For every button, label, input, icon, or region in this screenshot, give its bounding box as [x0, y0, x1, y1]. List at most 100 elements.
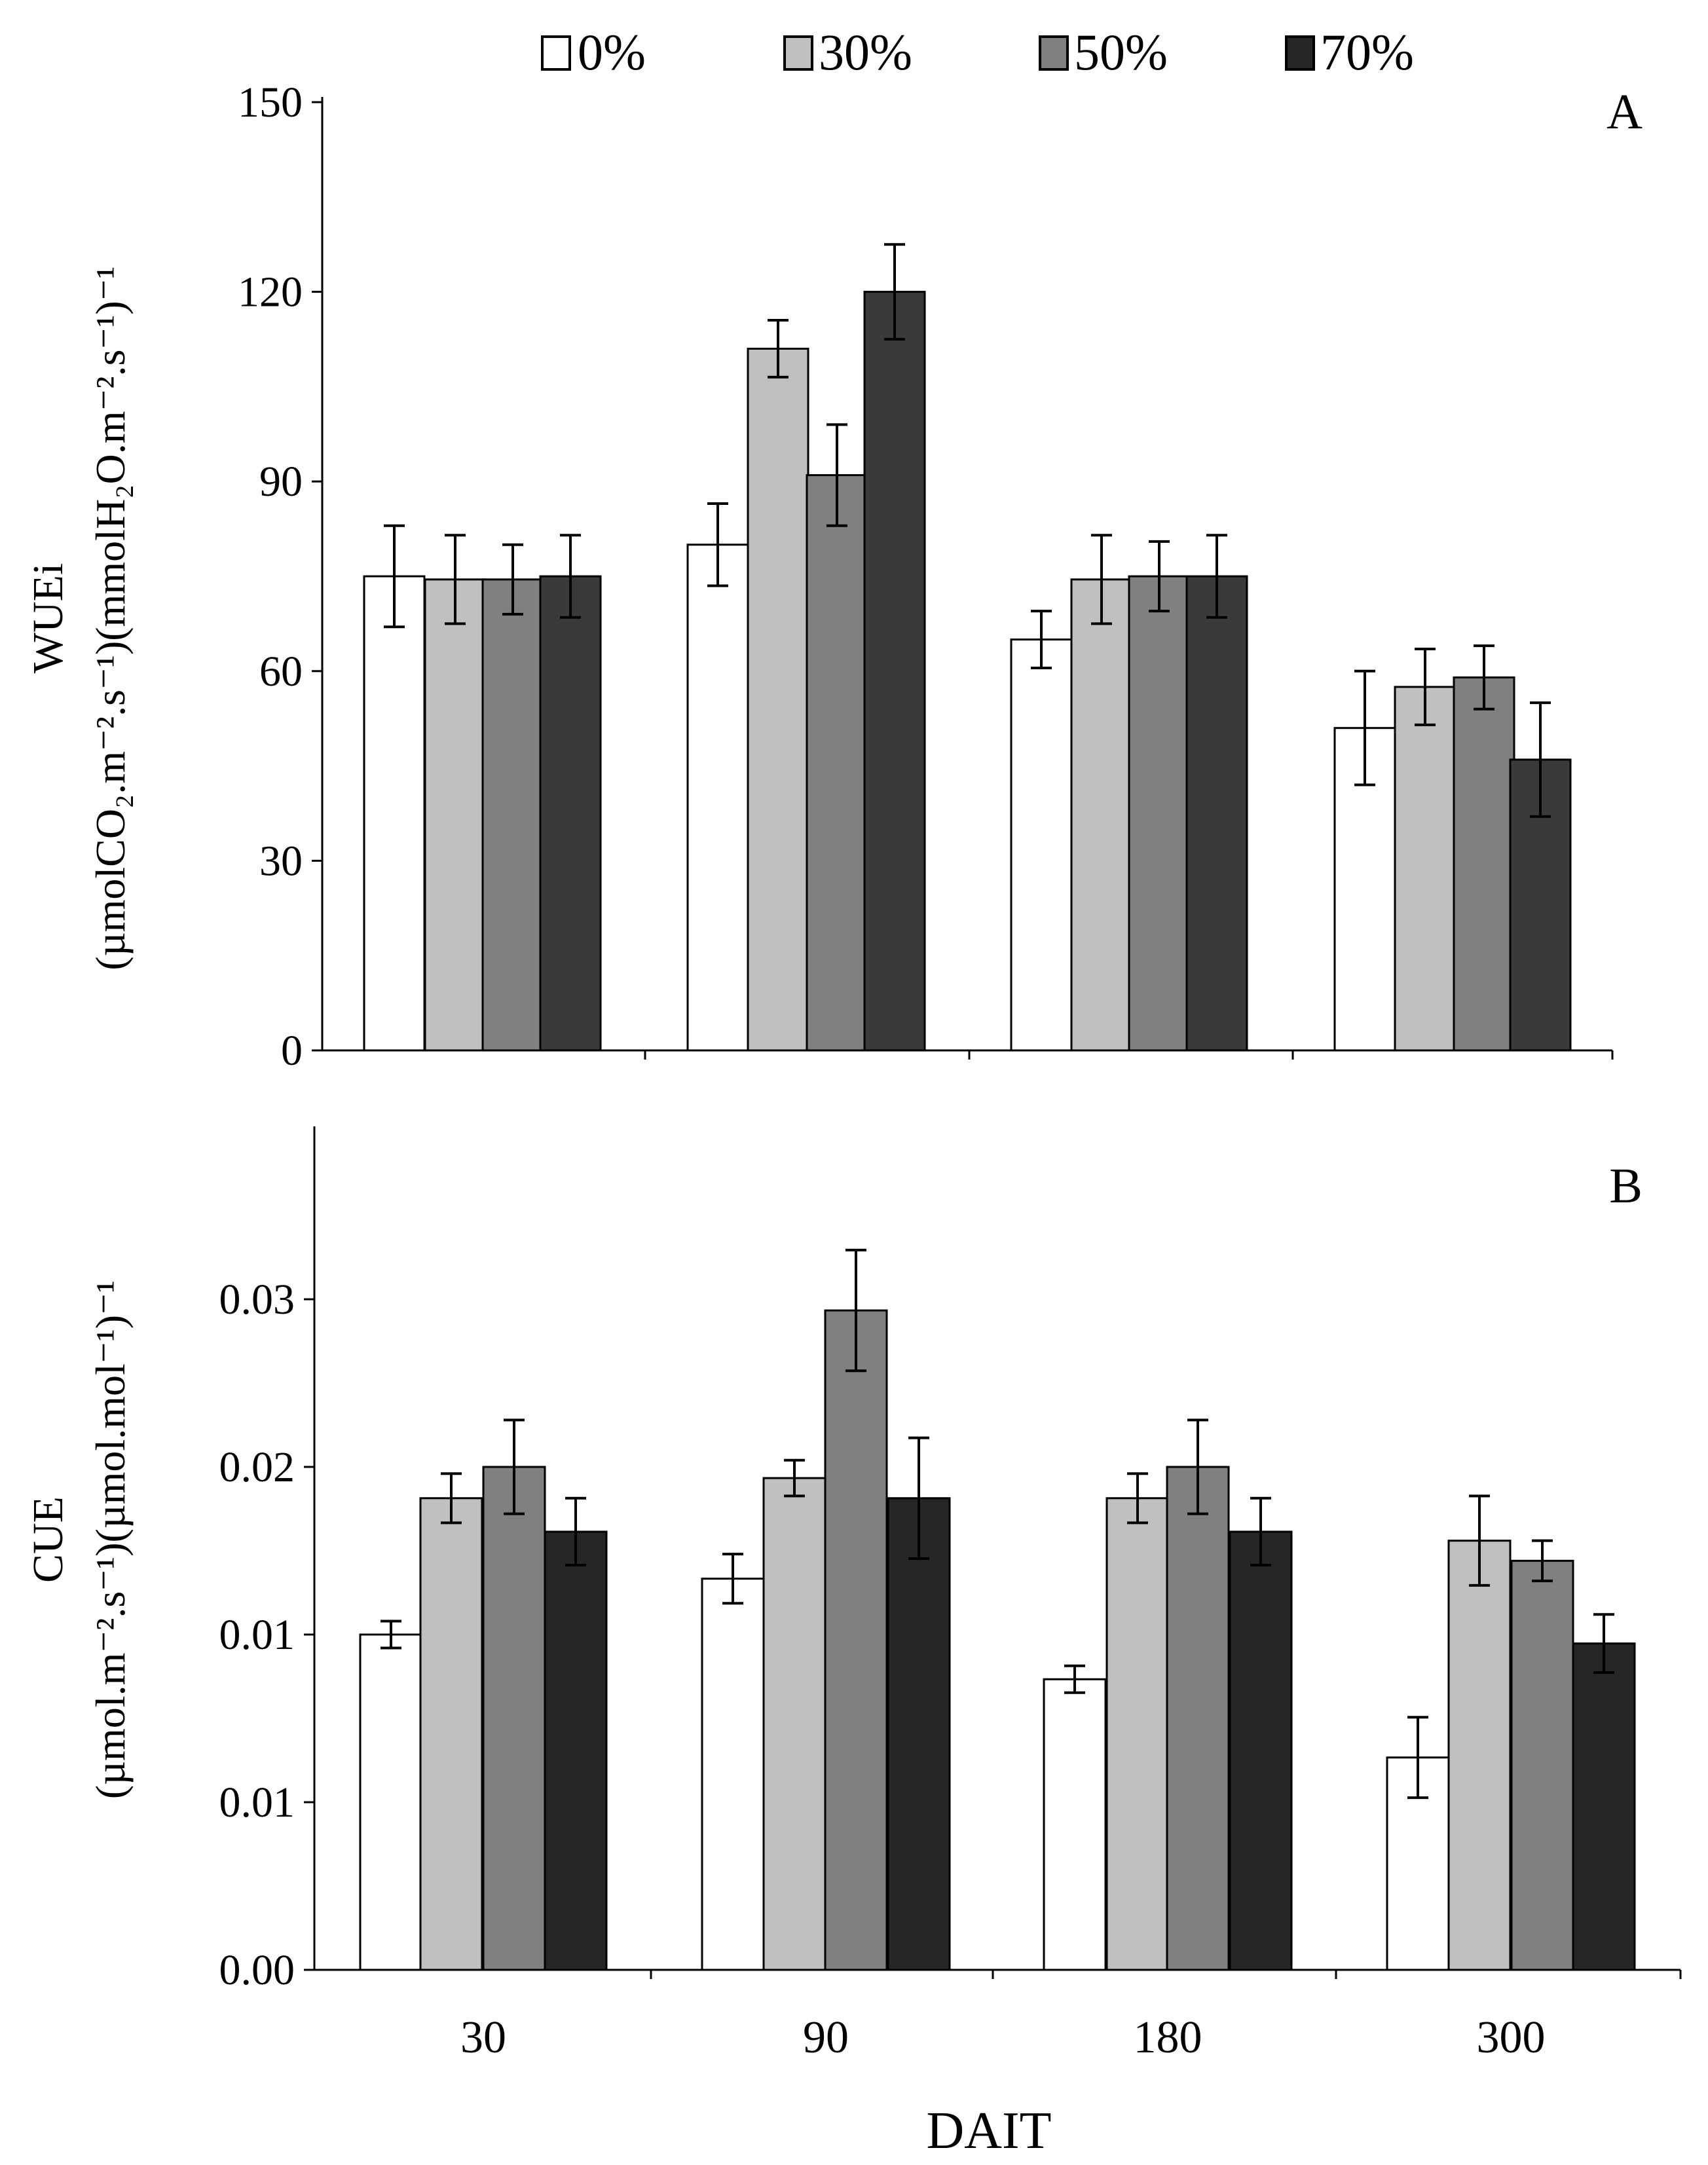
legend-item-1: 30% — [783, 24, 912, 81]
panel-b-y-tick-label: 0.01 — [219, 1779, 295, 1826]
panel-b-y-tick-label: 0.01 — [219, 1611, 295, 1659]
panel-b-error-bar — [845, 1248, 866, 1373]
panel-a-letter: A — [1606, 84, 1643, 139]
panel-b-error-bar — [565, 1496, 586, 1567]
panel-b-bar-300-70pct — [1572, 1642, 1636, 1971]
panel-a-error-bar — [384, 524, 405, 629]
panel-b-bar-30-70pct — [544, 1530, 608, 1971]
panel-b-bar-180-30pct — [1105, 1497, 1170, 1971]
panel-b-error-bar — [1127, 1472, 1148, 1525]
panel-b-error-bar — [441, 1472, 462, 1525]
panel-a-error-bar — [826, 423, 847, 527]
panel-a-y-tick-label: 120 — [238, 268, 303, 316]
panel-b-ylabel-line1: CUE — [24, 1496, 72, 1583]
panel-a-y-tick-label: 150 — [238, 79, 303, 126]
legend-item-3: 70% — [1285, 24, 1414, 81]
panel-a-bar-30-0pct — [363, 575, 426, 1052]
panel-b-bar-300-30pct — [1447, 1540, 1512, 1971]
panel-a-bar-300-50pct — [1453, 676, 1515, 1052]
panel-a-error-bar — [1354, 669, 1375, 786]
legend-item-0: 0% — [541, 24, 646, 81]
panel-a-error-bar — [707, 502, 728, 587]
panel-a-error-bar — [1149, 540, 1170, 613]
panel-a-error-bar — [1415, 648, 1436, 726]
panel-a-error-bar — [560, 534, 581, 619]
panel-b-error-bar — [1407, 1716, 1428, 1800]
panel-b-letter: B — [1609, 1158, 1643, 1213]
legend: 0% 30% 50% 70% — [541, 24, 1414, 81]
panel-b-bar-180-50pct — [1166, 1466, 1230, 1971]
panel-b-error-bar — [908, 1436, 929, 1560]
panel-b-bar-90-70pct — [887, 1497, 951, 1971]
panel-b-bar-180-0pct — [1043, 1678, 1107, 1971]
panel-a-bar-180-70pct — [1185, 575, 1248, 1052]
legend-label-1: 30% — [819, 24, 912, 81]
panel-a-ylabel-line1: WUEi — [24, 563, 72, 674]
panel-a: A WUEi (µmolCO₂.m⁻².s⁻¹)(mmolH₂O.m⁻².s⁻¹… — [24, 79, 1643, 1075]
panel-b-bar-30-50pct — [482, 1466, 546, 1971]
panel-b-error-bar — [1532, 1539, 1553, 1583]
panel-a-error-bar — [884, 243, 905, 341]
panel-a-bar-30-30pct — [424, 578, 487, 1052]
panel-a-error-bar — [1530, 701, 1551, 818]
panel-a-bar-90-30pct — [747, 347, 809, 1052]
panel-a-bar-30-50pct — [481, 578, 544, 1052]
panel-b-error-bar — [381, 1619, 401, 1650]
panel-b-y-tick-label: 0.02 — [219, 1443, 295, 1491]
panel-b-bar-90-0pct — [701, 1578, 765, 1971]
x-axis-title: DAIT — [926, 2102, 1051, 2160]
panel-a-error-bar — [1091, 534, 1112, 625]
panel-b-error-bar — [504, 1418, 525, 1515]
panel-b-bar-90-50pct — [824, 1309, 888, 1971]
panel-b-error-bar — [1064, 1664, 1085, 1694]
panel-a-bar-300-30pct — [1394, 686, 1457, 1052]
x-tick-label-180: 180 — [1134, 2012, 1202, 2063]
panel-a-ylabel-line2: (µmolCO₂.m⁻².s⁻¹)(mmolH₂O.m⁻².s⁻¹)⁻¹ — [87, 266, 134, 970]
panel-b-y-ticks: 0.00 0.01 0.01 0.02 0.03 — [219, 1276, 314, 1994]
panel-b-bar-90-30pct — [762, 1477, 826, 1971]
panel-a-bar-180-30pct — [1070, 578, 1133, 1052]
legend-label-0: 0% — [578, 24, 646, 81]
legend-label-3: 70% — [1320, 24, 1414, 81]
panel-b-axes — [313, 1126, 1682, 1979]
x-tick-label-90: 90 — [803, 2012, 849, 2063]
panel-a-error-bar — [1031, 610, 1052, 669]
legend-label-2: 50% — [1074, 24, 1168, 81]
legend-swatch-2 — [1039, 35, 1069, 71]
panel-b-bar-30-0pct — [359, 1633, 423, 1971]
panel-a-axes — [321, 97, 1614, 1060]
panel-b-bar-30-30pct — [419, 1497, 483, 1971]
legend-swatch-1 — [783, 35, 813, 71]
panel-b-bar-180-70pct — [1229, 1530, 1293, 1971]
panel-a-bars — [363, 243, 1572, 1052]
x-tick-label-300: 300 — [1477, 2012, 1546, 2063]
panel-a-error-bar — [1206, 534, 1227, 619]
legend-item-2: 50% — [1039, 24, 1168, 81]
panel-a-bar-90-70pct — [863, 291, 926, 1052]
panel-b-error-bar — [784, 1458, 805, 1498]
x-tick-label-30: 30 — [460, 2012, 506, 2063]
panel-a-error-bar — [445, 534, 466, 625]
legend-swatch-0 — [541, 35, 571, 71]
panel-b-bar-300-50pct — [1510, 1559, 1574, 1971]
panel-b-x-tick-labels: 30 90 180 300 — [460, 2012, 1546, 2063]
panel-a-bar-90-0pct — [686, 544, 749, 1052]
panel-b-error-bar — [722, 1553, 743, 1605]
panel-a-error-bar — [1474, 644, 1494, 711]
panel-b-error-bar — [1187, 1418, 1208, 1515]
panel-a-bar-30-70pct — [539, 575, 602, 1052]
panel-a-y-ticks: 0 30 60 90 120 150 — [238, 79, 322, 1075]
panel-a-y-tick-label: 60 — [259, 648, 303, 695]
panel-a-bar-180-0pct — [1010, 638, 1073, 1052]
panel-b: B CUE (µmol.m⁻².s⁻¹)(µmol.mol⁻¹)⁻¹ 0.000… — [24, 1126, 1682, 2063]
panel-b-error-bar — [1469, 1494, 1490, 1587]
panel-b-error-bar — [1250, 1496, 1271, 1567]
panel-a-y-tick-label: 0 — [281, 1027, 303, 1075]
panel-b-ylabel-line2: (µmol.m⁻².s⁻¹)(µmol.mol⁻¹)⁻¹ — [87, 1280, 134, 1799]
legend-swatch-3 — [1285, 35, 1315, 71]
panel-b-y-tick-label: 0.03 — [219, 1276, 295, 1323]
panel-a-error-bar — [502, 543, 523, 616]
panel-a-bar-180-50pct — [1128, 575, 1191, 1052]
panel-a-bar-90-50pct — [806, 474, 868, 1052]
